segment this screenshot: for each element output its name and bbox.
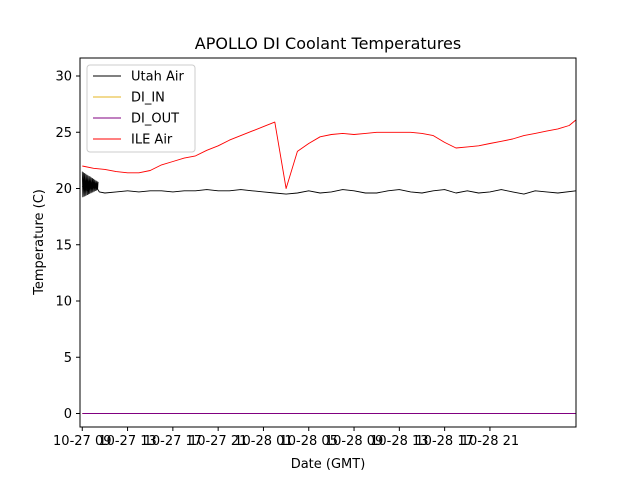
series-layer xyxy=(81,119,577,414)
y-tick-label: 0 xyxy=(64,407,72,422)
y-tick-label: 5 xyxy=(64,351,72,366)
x-tick-label: 10-28 09 xyxy=(325,434,383,449)
legend-label: ILE Air xyxy=(131,133,173,148)
legend-label: DI_OUT xyxy=(131,112,179,127)
y-tick-label: 30 xyxy=(55,70,72,85)
y-tick-label: 15 xyxy=(55,238,72,253)
x-axis-label: Date (GMT) xyxy=(291,457,366,472)
x-tick-label: 10-27 17 xyxy=(144,434,202,449)
y-tick-label: 10 xyxy=(55,295,72,310)
series-line-ile-air xyxy=(82,119,577,189)
x-tick-label: 10-28 01 xyxy=(234,434,292,449)
chart-title: APOLLO DI Coolant Temperatures xyxy=(195,34,461,53)
x-tick-label: 10-28 13 xyxy=(370,434,428,449)
x-tick-label: 10-28 05 xyxy=(280,434,338,449)
legend-label: Utah Air xyxy=(131,70,184,85)
plot-frame xyxy=(79,57,577,428)
legend-box xyxy=(86,64,196,153)
y-axis-ticks: 0 5 10 15 20 25 30 xyxy=(55,70,80,422)
legend-label: DI_IN xyxy=(131,91,165,106)
y-axis-label: Temperature (C) xyxy=(32,189,47,296)
x-tick-label: 10-27 09 xyxy=(53,434,111,449)
x-tick-label: 10-28 21 xyxy=(461,434,519,449)
x-tick-label: 10-28 17 xyxy=(415,434,473,449)
y-tick-label: 25 xyxy=(55,126,72,141)
series-line-utah-air xyxy=(82,182,577,195)
y-tick-label: 20 xyxy=(55,182,72,197)
x-tick-label: 10-27 21 xyxy=(189,434,247,449)
x-tick-label: 10-27 13 xyxy=(98,434,156,449)
series-line-utah-air-noise xyxy=(81,171,99,198)
legend: Utah Air DI_IN DI_OUT ILE Air xyxy=(86,64,196,153)
